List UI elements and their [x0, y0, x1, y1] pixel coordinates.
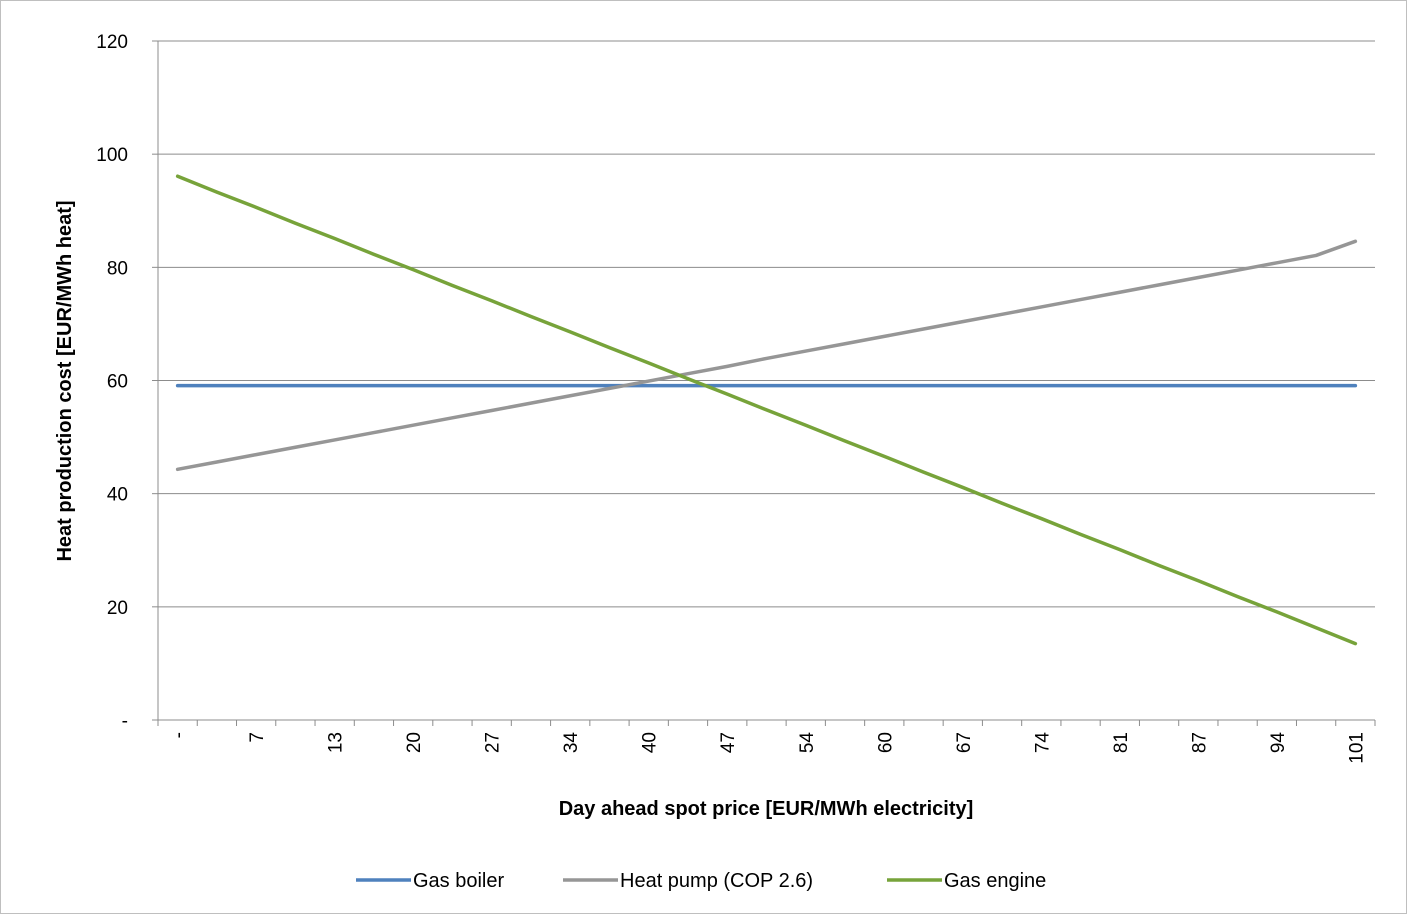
x-tick-label: 27 [483, 732, 504, 753]
series-lines [175, 174, 1358, 646]
x-axis-title: Day ahead spot price [EUR/MWh electricit… [559, 798, 974, 820]
x-tick-label: 94 [1268, 732, 1289, 754]
legend-item-heat-pump-cop-2-6: Heat pump (COP 2.6) [563, 870, 813, 892]
y-axis-title: Heat production cost [EUR/MWh heat] [54, 200, 76, 561]
x-tick-label: 87 [1189, 732, 1210, 753]
legend-item-gas-boiler: Gas boiler [356, 870, 504, 892]
legend-label: Gas boiler [413, 870, 504, 892]
x-tick-label: 67 [954, 732, 975, 753]
x-tick-label: 34 [561, 732, 582, 754]
y-tick-label: 40 [107, 485, 128, 506]
x-tick-label: 40 [640, 732, 661, 753]
x-tick-label: 20 [404, 732, 425, 753]
legend: Gas boiler Heat pump (COP 2.6) Gas engine [356, 870, 1046, 892]
series-line-gas-engine [175, 174, 1358, 646]
y-tick-label: 80 [107, 258, 128, 279]
y-tick-labels: - 20 40 60 80 100 120 [96, 32, 128, 732]
y-tick-label: 20 [107, 598, 128, 619]
y-tick-label: - [122, 711, 128, 732]
x-tick-labels: - 7 13 20 27 34 40 47 54 60 67 74 81 87 94 101 [169, 732, 1368, 764]
y-tick-label: 60 [107, 372, 128, 393]
x-tick-label: 101 [1346, 732, 1367, 764]
axes [152, 40, 1376, 726]
y-tick-label: 120 [96, 32, 128, 53]
legend-label: Heat pump (COP 2.6) [620, 870, 813, 892]
x-tick-label: 13 [326, 732, 347, 753]
series-line-heat-pump-cop-2-6 [175, 239, 1358, 472]
gridlines [158, 40, 1375, 608]
legend-label: Gas engine [944, 870, 1046, 892]
x-tick-label: 74 [1032, 732, 1053, 754]
x-tick-label: 7 [247, 732, 268, 743]
x-tick-label: 47 [718, 732, 739, 753]
x-tick-label: 54 [797, 732, 818, 754]
x-tick-label: 81 [1111, 732, 1132, 753]
x-tick-label: 60 [875, 732, 896, 753]
legend-item-gas-engine: Gas engine [887, 870, 1046, 892]
y-tick-label: 100 [96, 145, 128, 166]
x-tick-label: - [169, 732, 190, 738]
